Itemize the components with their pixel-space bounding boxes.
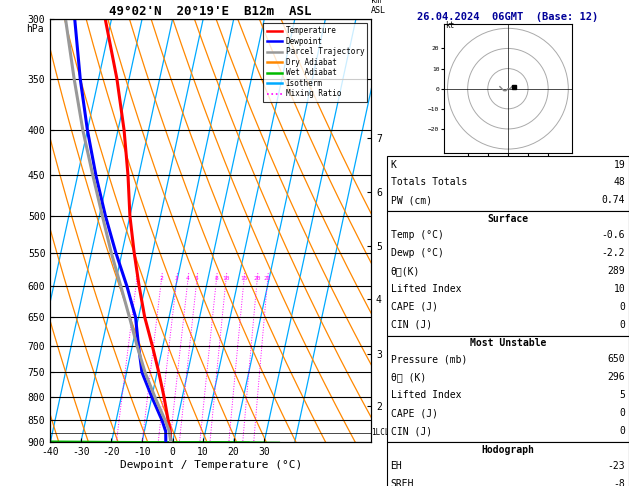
Text: Pressure (mb): Pressure (mb): [391, 354, 467, 364]
Text: 296: 296: [608, 372, 625, 382]
Text: 20: 20: [253, 276, 261, 281]
Text: CAPE (J): CAPE (J): [391, 408, 438, 418]
Text: Lifted Index: Lifted Index: [391, 284, 461, 294]
Text: -2.2: -2.2: [602, 248, 625, 258]
Text: CIN (J): CIN (J): [391, 320, 431, 330]
Text: 1LCL: 1LCL: [371, 428, 389, 437]
Text: 0: 0: [620, 320, 625, 330]
Title: 49°02'N  20°19'E  B12m  ASL: 49°02'N 20°19'E B12m ASL: [109, 5, 312, 18]
Text: 4: 4: [186, 276, 190, 281]
Text: 0: 0: [620, 426, 625, 436]
Text: Totals Totals: Totals Totals: [391, 177, 467, 188]
Text: 289: 289: [608, 266, 625, 276]
Text: 48: 48: [613, 177, 625, 188]
Text: 5: 5: [620, 390, 625, 400]
Text: K: K: [391, 159, 396, 170]
Text: kt: kt: [445, 21, 455, 30]
Text: Lifted Index: Lifted Index: [391, 390, 461, 400]
Text: 1: 1: [135, 276, 138, 281]
Text: Temp (°C): Temp (°C): [391, 230, 443, 240]
Text: 19: 19: [613, 159, 625, 170]
Text: θᴄ (K): θᴄ (K): [391, 372, 426, 382]
X-axis label: Dewpoint / Temperature (°C): Dewpoint / Temperature (°C): [120, 460, 302, 470]
Text: 5: 5: [195, 276, 199, 281]
Text: Most Unstable: Most Unstable: [470, 338, 546, 348]
Text: EH: EH: [391, 461, 403, 471]
Text: 26.04.2024  06GMT  (Base: 12): 26.04.2024 06GMT (Base: 12): [417, 12, 599, 22]
Text: hPa: hPa: [26, 24, 44, 34]
Text: km
ASL: km ASL: [371, 0, 386, 15]
Text: CIN (J): CIN (J): [391, 426, 431, 436]
Text: 8: 8: [214, 276, 218, 281]
Text: Dewp (°C): Dewp (°C): [391, 248, 443, 258]
Text: -0.6: -0.6: [602, 230, 625, 240]
Text: Hodograph: Hodograph: [481, 445, 535, 454]
Text: 15: 15: [240, 276, 248, 281]
Text: 10: 10: [613, 284, 625, 294]
Text: © weatheronline.co.uk: © weatheronline.co.uk: [455, 473, 560, 482]
Text: 0.74: 0.74: [602, 195, 625, 206]
Text: SREH: SREH: [391, 479, 414, 486]
Text: 10: 10: [222, 276, 230, 281]
Text: 650: 650: [608, 354, 625, 364]
Text: -8: -8: [613, 479, 625, 486]
Text: -23: -23: [608, 461, 625, 471]
Text: 0: 0: [620, 302, 625, 312]
Text: PW (cm): PW (cm): [391, 195, 431, 206]
Text: 3: 3: [175, 276, 179, 281]
Text: 2: 2: [159, 276, 163, 281]
Text: Surface: Surface: [487, 214, 528, 224]
Text: 0: 0: [620, 408, 625, 418]
Text: θᴄ(K): θᴄ(K): [391, 266, 420, 276]
Legend: Temperature, Dewpoint, Parcel Trajectory, Dry Adiabat, Wet Adiabat, Isotherm, Mi: Temperature, Dewpoint, Parcel Trajectory…: [264, 23, 367, 102]
Text: CAPE (J): CAPE (J): [391, 302, 438, 312]
Text: 25: 25: [264, 276, 271, 281]
